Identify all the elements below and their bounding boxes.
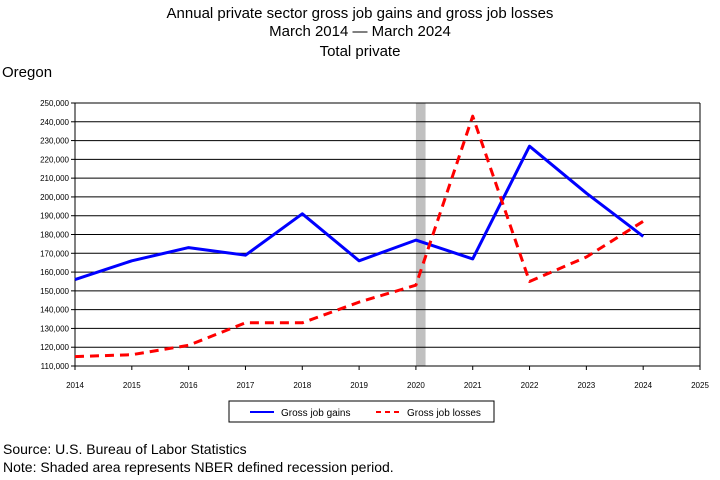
y-tick-label-7: 180,000 (40, 231, 69, 240)
y-tick-label-11: 220,000 (40, 155, 69, 164)
y-tick-label-6: 170,000 (40, 249, 69, 258)
series-lines (74, 114, 645, 359)
legend: Gross job gains Gross job losses (228, 400, 495, 423)
legend-box (228, 400, 495, 423)
chart-title: Annual private sector gross job gains an… (166, 5, 554, 22)
x-tick-label-9: 2023 (577, 381, 595, 390)
region-label: Oregon (2, 64, 53, 81)
y-tick-label-8: 190,000 (40, 212, 69, 221)
source-note: Source: U.S. Bureau of Labor Statistics (3, 441, 247, 457)
x-tick-label-1: 2015 (123, 381, 141, 390)
y-tick-label-4: 150,000 (40, 287, 69, 296)
x-tick-label-3: 2017 (237, 381, 255, 390)
y-tick-label-0: 110,000 (41, 362, 70, 371)
y-tick-label-10: 210,000 (40, 174, 69, 183)
legend-label-gains: Gross job gains (281, 408, 350, 419)
x-tick-label-8: 2022 (521, 381, 539, 390)
x-tick-label-2: 2016 (180, 381, 198, 390)
y-tick-label-1: 120,000 (40, 343, 69, 352)
x-tick-label-5: 2019 (350, 381, 368, 390)
chart-subtitle: March 2014 — March 2024 (269, 23, 451, 40)
x-tick-label-10: 2024 (634, 381, 652, 390)
y-tick-label-9: 200,000 (40, 193, 69, 202)
x-tick-label-0: 2014 (66, 381, 84, 390)
grid-lines (75, 102, 700, 367)
axes: 110,000 120,000 130,000 140,000 150,000 160,0… (40, 99, 709, 390)
y-tick-label-2: 130,000 (40, 324, 69, 333)
y-tick-label-3: 140,000 (40, 306, 69, 315)
x-tick-label-7: 2021 (464, 381, 482, 390)
x-tick-label-11: 2025 (691, 381, 709, 390)
x-tick-label-6: 2020 (407, 381, 425, 390)
legend-label-losses: Gross job losses (407, 408, 481, 419)
series-line-losses (74, 114, 644, 359)
x-tick-label-4: 2018 (293, 381, 311, 390)
series-line-gains (74, 144, 645, 282)
y-tick-label-13: 240,000 (40, 118, 69, 127)
chart-series-label: Total private (319, 43, 401, 60)
y-tick-label-12: 230,000 (40, 137, 69, 146)
y-tick-label-5: 160,000 (40, 268, 69, 277)
recession-note: Note: Shaded area represents NBER define… (3, 459, 394, 475)
y-tick-label-14: 250,000 (40, 99, 69, 108)
